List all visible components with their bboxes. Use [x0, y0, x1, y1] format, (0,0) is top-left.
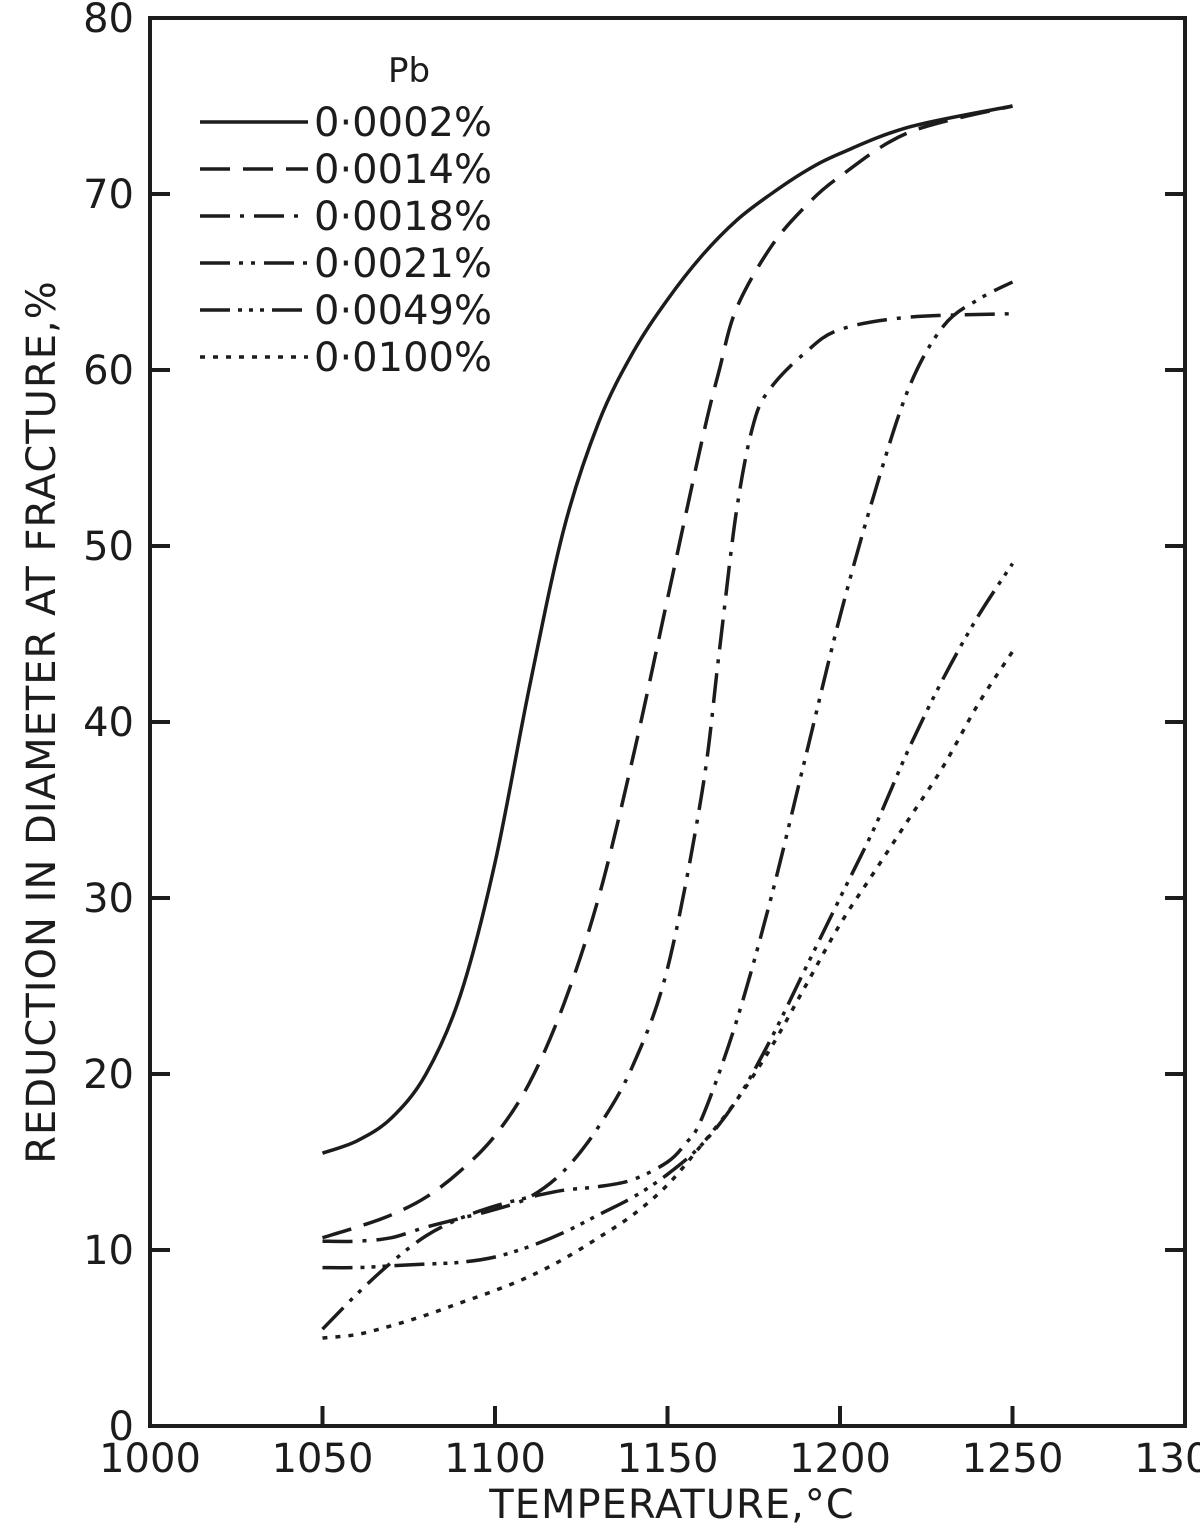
series-line-6 — [322, 650, 1014, 1340]
x-tick-label: 1100 — [444, 1436, 546, 1482]
y-axis-title: REDUCTION IN DIAMETER AT FRACTURE,% — [19, 280, 65, 1164]
x-tick-label: 1150 — [617, 1436, 719, 1482]
series-lines — [321, 104, 1014, 1340]
series-line-3 — [322, 311, 1013, 1244]
y-tick-label: 60 — [83, 348, 134, 394]
y-tick-label: 40 — [83, 700, 134, 746]
x-tick-label: 1050 — [272, 1436, 374, 1482]
y-tick-label: 10 — [83, 1228, 134, 1274]
series-line-2 — [321, 104, 1013, 1240]
legend-label-5: 0·0049% — [314, 288, 492, 334]
legend-title: Pb — [388, 51, 430, 91]
series-line-1 — [321, 104, 1013, 1155]
legend-label-4: 0·0021% — [314, 241, 492, 287]
series-line-4 — [321, 280, 1014, 1331]
legend-label-2: 0·0014% — [314, 147, 492, 193]
x-axis-title: TEMPERATURE,°C — [488, 1482, 854, 1528]
y-tick-label: 30 — [83, 876, 134, 922]
legend-label-1: 0·0002% — [314, 100, 492, 146]
legend-label-6: 0·0100% — [314, 335, 492, 381]
y-tick-label: 20 — [83, 1052, 134, 1098]
legend: Pb 0·0002%0·0014%0·0018%0·0021%0·0049%0·… — [200, 51, 492, 381]
legend-label-3: 0·0018% — [314, 194, 492, 240]
plot-frame — [148, 16, 1187, 1428]
x-tick-label: 1250 — [962, 1436, 1064, 1482]
y-tick-label: 50 — [83, 524, 134, 570]
axis-ticks — [148, 16, 1187, 1428]
y-tick-labels: 0 10 20 30 40 50 60 70 80 — [83, 0, 134, 1450]
y-tick-label: 0 — [109, 1404, 134, 1450]
series-line-5 — [322, 562, 1014, 1270]
y-tick-label: 70 — [83, 172, 134, 218]
x-tick-label: 1000 — [99, 1436, 201, 1482]
y-tick-label: 80 — [83, 0, 134, 42]
x-tick-label: 1200 — [789, 1436, 891, 1482]
